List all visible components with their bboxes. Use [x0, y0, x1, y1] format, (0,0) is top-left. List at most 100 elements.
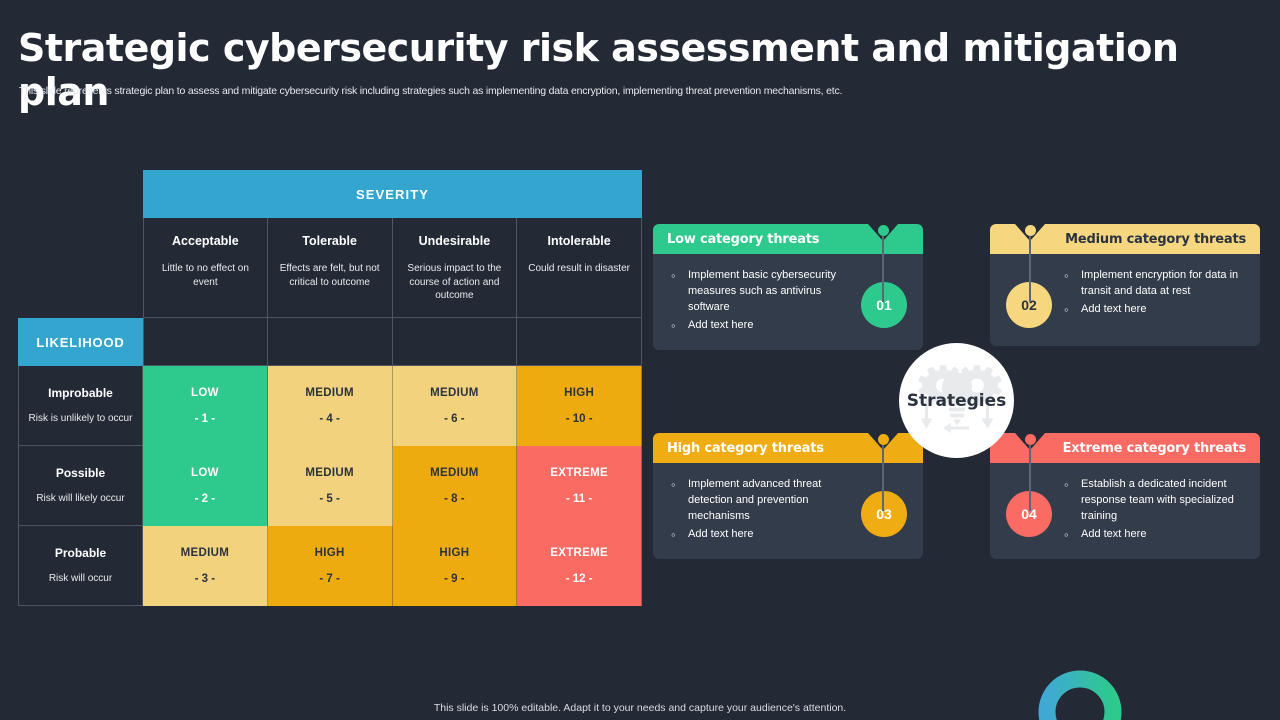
severity-column-title: Undesirable [418, 234, 491, 248]
threat-card-body: Implement advanced threat detection and … [653, 463, 923, 559]
threat-card-bullet: Implement encryption for data in transit… [1062, 267, 1244, 300]
likelihood-name: Probable [54, 545, 107, 560]
pin-dot-icon [1024, 434, 1036, 445]
matrix-cell-number: - 12 - [565, 573, 593, 585]
matrix-cell[interactable]: LOW - 2 - [143, 446, 268, 526]
matrix-cell[interactable]: MEDIUM - 6 - [392, 366, 518, 446]
matrix-cell-number: - 8 - [444, 493, 465, 505]
matrix-cell-number: - 10 - [565, 413, 593, 425]
threat-card-header: High category threats [653, 433, 923, 463]
threat-card-number: 04 [1021, 506, 1037, 522]
threat-card-number: 03 [876, 506, 892, 522]
card-connector-line [882, 236, 884, 302]
threat-card[interactable]: Low category threats Implement basic cybe… [653, 224, 923, 350]
matrix-cell[interactable]: HIGH - 7 - [267, 526, 393, 606]
matrix-spacer-cell [392, 318, 518, 366]
likelihood-name: Improbable [48, 385, 113, 400]
threat-card-bullet: Add text here [1062, 526, 1244, 545]
threat-card-number: 01 [876, 297, 892, 313]
threat-card-number-badge: 02 [1006, 282, 1052, 328]
page-subtitle: This slide represents strategic plan to … [19, 85, 843, 97]
matrix-cell[interactable]: LOW - 1 - [143, 366, 268, 446]
matrix-cell-number: - 3 - [194, 573, 216, 585]
matrix-cell-label: LOW [191, 467, 219, 479]
pin-dot-icon [877, 434, 889, 445]
likelihood-desc: Risk will occur [48, 572, 113, 584]
threat-card-number-badge: 04 [1006, 491, 1052, 537]
threat-card-number: 02 [1021, 297, 1037, 313]
strategies-hub-label: Strategies [906, 390, 1007, 411]
likelihood-header-row: LIKELIHOOD [18, 318, 642, 366]
severity-column-headers: Acceptable Little to no effect on event To… [143, 218, 642, 318]
threat-card-title: Low category threats [667, 231, 820, 247]
threat-card-bullet: Implement advanced threat detection and … [669, 476, 851, 525]
threat-card-body: Implement encryption for data in transit… [990, 254, 1260, 346]
severity-column-desc: Effects are felt, but not critical to ou… [279, 263, 380, 288]
threat-card-bullet: Implement basic cybersecurity measures s… [669, 267, 851, 316]
threat-card-header: Medium category threats [990, 224, 1260, 254]
matrix-cell-number: - 1 - [194, 413, 216, 425]
matrix-cell-number: - 11 - [566, 493, 593, 505]
matrix-cell-number: - 4 - [319, 413, 340, 425]
risk-matrix: SEVERITY Acceptable Little to no effect o… [18, 170, 642, 606]
matrix-cell-label: MEDIUM [180, 547, 230, 559]
matrix-cell[interactable]: MEDIUM - 5 - [267, 446, 393, 526]
matrix-cell-label: HIGH [314, 547, 345, 559]
matrix-cells: LOW - 1 - MEDIUM - 4 - MEDIUM - 6 - HIGH - 10 - [143, 366, 642, 446]
matrix-cell[interactable]: EXTREME - 12 - [517, 526, 642, 606]
matrix-cell-label: MEDIUM [305, 467, 354, 479]
matrix-cell-label: MEDIUM [430, 467, 479, 479]
threat-card-number-badge: 01 [861, 282, 907, 328]
matrix-cell[interactable]: MEDIUM - 4 - [267, 366, 393, 446]
matrix-cell-label: LOW [191, 387, 219, 399]
threat-card-bullet: Add text here [669, 317, 851, 336]
matrix-cell[interactable]: HIGH - 9 - [392, 526, 518, 606]
threat-card-number-badge: 03 [861, 491, 907, 537]
matrix-cell[interactable]: MEDIUM - 8 - [392, 446, 518, 526]
likelihood-label: Probable Risk will occur [18, 526, 143, 606]
likelihood-header: LIKELIHOOD [18, 318, 143, 366]
matrix-cell-label: HIGH [564, 387, 595, 399]
severity-column-title: Tolerable [302, 234, 357, 248]
threat-card[interactable]: High category threats Implement advanced … [653, 433, 923, 559]
threat-card-bullets: Implement encryption for data in transit… [1062, 267, 1244, 320]
likelihood-label: Improbable Risk is unlikely to occur [18, 366, 143, 446]
likelihood-desc: Risk will likely occur [36, 492, 125, 504]
severity-column: Tolerable Effects are felt, but not criti… [267, 218, 393, 318]
severity-header: SEVERITY [143, 170, 642, 218]
pin-dot-icon [1024, 225, 1036, 236]
gears-lightbulb-icon [911, 358, 1003, 443]
matrix-cell[interactable]: EXTREME - 11 - [517, 446, 642, 526]
threat-card-bullet: Add text here [1062, 301, 1244, 320]
matrix-cell-label: HIGH [439, 547, 470, 559]
matrix-cell[interactable]: MEDIUM - 3 - [143, 526, 268, 606]
threat-card-bullet: Establish a dedicated incident response … [1062, 476, 1244, 525]
matrix-cell-label: EXTREME [550, 547, 608, 559]
card-connector-line [1029, 236, 1031, 302]
threat-card-body: Establish a dedicated incident response … [990, 463, 1260, 559]
matrix-cell-number: - 7 - [319, 573, 340, 585]
matrix-row: Improbable Risk is unlikely to occur LOW - … [18, 366, 642, 446]
threat-card-title: Medium category threats [1065, 231, 1246, 247]
threat-card-header: Extreme category threats [990, 433, 1260, 463]
threat-card[interactable]: Extreme category threats Establish a dedi… [990, 433, 1260, 559]
footer-note: This slide is 100% editable. Adapt it to… [433, 702, 847, 714]
matrix-cell-label: MEDIUM [430, 387, 479, 399]
matrix-cell[interactable]: HIGH - 10 - [517, 366, 642, 446]
threat-card-bullets: Implement basic cybersecurity measures s… [669, 267, 851, 336]
severity-column: Acceptable Little to no effect on event [143, 218, 268, 318]
threat-card-title: High category threats [667, 440, 824, 456]
matrix-cells: LOW - 2 - MEDIUM - 5 - MEDIUM - 8 - EXTREME - 1… [143, 446, 642, 526]
matrix-row: Possible Risk will likely occur LOW - 2 - ME… [18, 446, 642, 526]
matrix-cell-number: - 2 - [194, 493, 216, 505]
severity-column: Intolerable Could result in disaster [517, 218, 642, 318]
threat-card[interactable]: Medium category threats Implement encrypt… [990, 224, 1260, 346]
threat-card-header: Low category threats [653, 224, 923, 254]
likelihood-label: Possible Risk will likely occur [18, 446, 143, 526]
gradient-ring-logo [1036, 668, 1124, 720]
matrix-row: Probable Risk will occur MEDIUM - 3 - HIGH - … [18, 526, 642, 606]
likelihood-desc: Risk is unlikely to occur [28, 412, 133, 424]
matrix-cell-number: - 9 - [444, 573, 465, 585]
threat-card-body: Implement basic cybersecurity measures s… [653, 254, 923, 350]
